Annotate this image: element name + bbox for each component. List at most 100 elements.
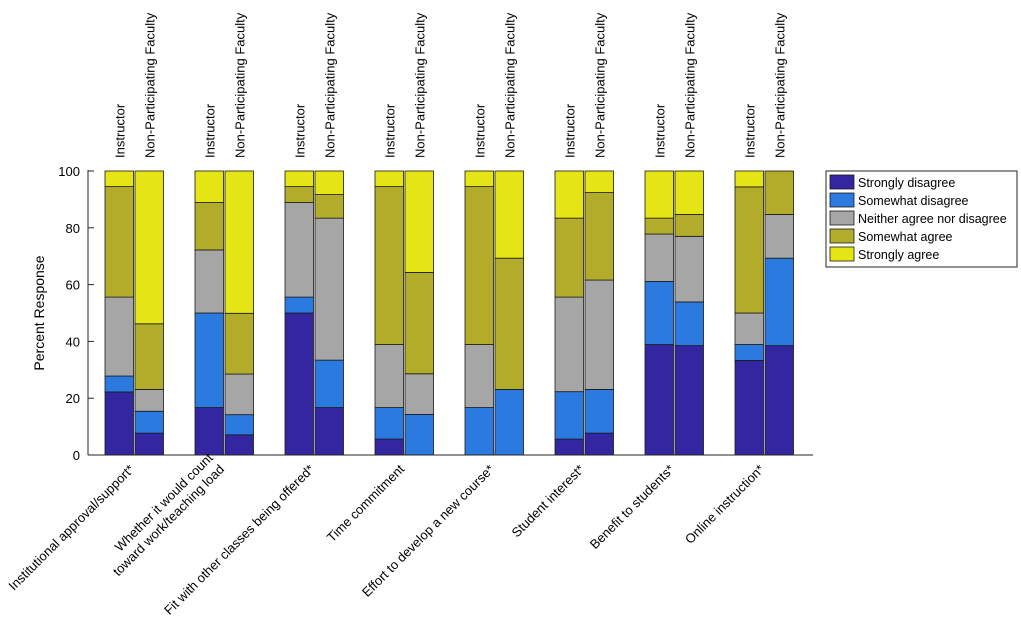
bar-label-non-participating-1: Non-Participating Faculty	[232, 12, 247, 158]
bar-label-non-participating-6: Non-Participating Faculty	[682, 12, 697, 158]
bar-segment-instructor-5-4	[554, 170, 584, 219]
category-label-line: Student interest*	[509, 462, 588, 541]
bar-segment-instructor-7-2	[734, 312, 764, 345]
y-tick-label: 60	[66, 278, 80, 293]
bar-segment-instructor-7-4	[734, 170, 764, 188]
bar-group-labels: Instructor Non-Participating Faculty Instr…	[112, 12, 787, 158]
bar-segment-non-participating-7-3	[764, 170, 794, 215]
bar-segment-non-participating-6-2	[674, 235, 704, 303]
category-label-line: Online instruction*	[682, 462, 767, 547]
bar-segment-instructor-3-1	[374, 407, 404, 440]
bar-segment-instructor-4-3	[464, 186, 494, 345]
bar-segment-instructor-5-1	[554, 391, 584, 440]
bar-segment-non-participating-1-4	[224, 170, 254, 314]
bar-segment-non-participating-4-1	[494, 388, 524, 456]
bar-segment-non-participating-1-3	[224, 312, 254, 375]
bar-segment-non-participating-7-0	[764, 345, 794, 456]
bar-segment-non-participating-1-0	[224, 434, 254, 456]
bar-segment-non-participating-2-0	[314, 407, 344, 456]
y-tick-label: 40	[66, 334, 80, 349]
bar-segment-instructor-5-2	[554, 296, 584, 393]
legend-entry: Somewhat disagree	[858, 194, 969, 208]
y-tick-label: 20	[66, 391, 80, 406]
bar-segment-non-participating-3-3	[404, 271, 434, 375]
bar-segment-non-participating-5-0	[584, 432, 614, 456]
bar-segment-non-participating-2-3	[314, 194, 344, 219]
bar-segment-instructor-6-3	[644, 217, 674, 235]
bar-label-non-participating-0: Non-Participating Faculty	[142, 12, 157, 158]
bar-segment-instructor-5-3	[554, 217, 584, 298]
bar-segment-instructor-2-2	[284, 202, 314, 298]
y-axis-label: Percent Response	[31, 255, 47, 370]
legend-entry: Neither agree nor disagree	[858, 212, 1007, 226]
category-label-line: Time commitment	[324, 461, 408, 545]
category-label-7: Online instruction*	[682, 462, 767, 547]
legend-swatch	[829, 192, 855, 208]
y-tick-label: 100	[58, 164, 80, 179]
bar-segment-non-participating-2-2	[314, 217, 344, 361]
bar-segment-non-participating-1-2	[224, 373, 254, 416]
bar-segment-instructor-0-4	[104, 170, 134, 188]
bar-segment-instructor-5-0	[554, 438, 584, 456]
bar-segment-instructor-6-4	[644, 170, 674, 219]
bar-segment-non-participating-2-4	[314, 170, 344, 195]
legend: Strongly disagree Somewhat disagree Neithe…	[825, 170, 1018, 268]
bar-segment-non-participating-5-2	[584, 279, 614, 390]
axes-layer: 0 20 40 60 80 100 Percent Response	[31, 164, 813, 463]
bar-label-instructor-1: Instructor	[202, 103, 217, 158]
bar-segment-instructor-3-0	[374, 438, 404, 456]
bar-segment-instructor-2-0	[284, 312, 314, 456]
y-tick-label: 0	[73, 448, 80, 463]
bar-segment-non-participating-3-2	[404, 373, 434, 415]
bar-segment-non-participating-3-1	[404, 413, 434, 456]
bar-label-instructor-2: Instructor	[292, 103, 307, 158]
bar-label-instructor-7: Instructor	[742, 103, 757, 158]
bars-layer	[104, 170, 794, 456]
bar-segment-instructor-0-1	[104, 375, 134, 393]
legend-swatch	[829, 246, 855, 262]
bar-label-non-participating-5: Non-Participating Faculty	[592, 12, 607, 158]
bar-segment-instructor-6-2	[644, 233, 674, 282]
bar-segment-instructor-0-2	[104, 296, 134, 377]
bar-segment-instructor-0-3	[104, 186, 134, 298]
bar-label-non-participating-3: Non-Participating Faculty	[412, 12, 427, 158]
category-label-6: Benefit to students*	[587, 462, 677, 552]
bar-segment-non-participating-4-3	[494, 257, 524, 390]
bar-segment-instructor-1-4	[194, 170, 224, 203]
bar-segment-non-participating-0-2	[134, 388, 164, 412]
bar-segment-instructor-3-3	[374, 186, 404, 345]
legend-swatch	[829, 228, 855, 244]
legend-entry: Strongly disagree	[858, 176, 955, 190]
bar-label-non-participating-7: Non-Participating Faculty	[772, 12, 787, 158]
bar-segment-instructor-7-3	[734, 186, 764, 314]
category-label-line: Benefit to students*	[587, 462, 677, 552]
bar-label-non-participating-2: Non-Participating Faculty	[322, 12, 337, 158]
bar-segment-non-participating-5-3	[584, 192, 614, 281]
bar-segment-instructor-2-3	[284, 186, 314, 203]
bar-segment-non-participating-6-4	[674, 170, 704, 215]
bar-label-instructor-3: Instructor	[382, 103, 397, 158]
bar-segment-non-participating-4-4	[494, 170, 524, 259]
bar-segment-non-participating-1-1	[224, 414, 254, 436]
bar-segment-non-participating-0-0	[134, 432, 164, 456]
bar-segment-non-participating-6-1	[674, 301, 704, 347]
bar-segment-instructor-2-4	[284, 170, 314, 188]
bar-label-instructor-5: Instructor	[562, 103, 577, 158]
bar-segment-instructor-3-2	[374, 344, 404, 408]
bar-segment-non-participating-5-1	[584, 388, 614, 434]
bar-segment-non-participating-2-1	[314, 359, 344, 408]
legend-swatch	[829, 174, 855, 190]
bar-segment-instructor-4-4	[464, 170, 494, 188]
bar-label-instructor-0: Instructor	[112, 103, 127, 158]
legend-entry: Strongly agree	[858, 248, 939, 262]
bar-label-instructor-4: Instructor	[472, 103, 487, 158]
bar-segment-instructor-6-0	[644, 344, 674, 456]
bar-segment-non-participating-0-3	[134, 323, 164, 390]
bar-segment-non-participating-7-1	[764, 257, 794, 347]
bar-segment-non-participating-0-4	[134, 170, 164, 325]
bar-segment-instructor-7-0	[734, 360, 764, 456]
category-label-3: Time commitment	[324, 461, 408, 545]
bar-segment-instructor-7-1	[734, 344, 764, 361]
bar-label-non-participating-4: Non-Participating Faculty	[502, 12, 517, 158]
